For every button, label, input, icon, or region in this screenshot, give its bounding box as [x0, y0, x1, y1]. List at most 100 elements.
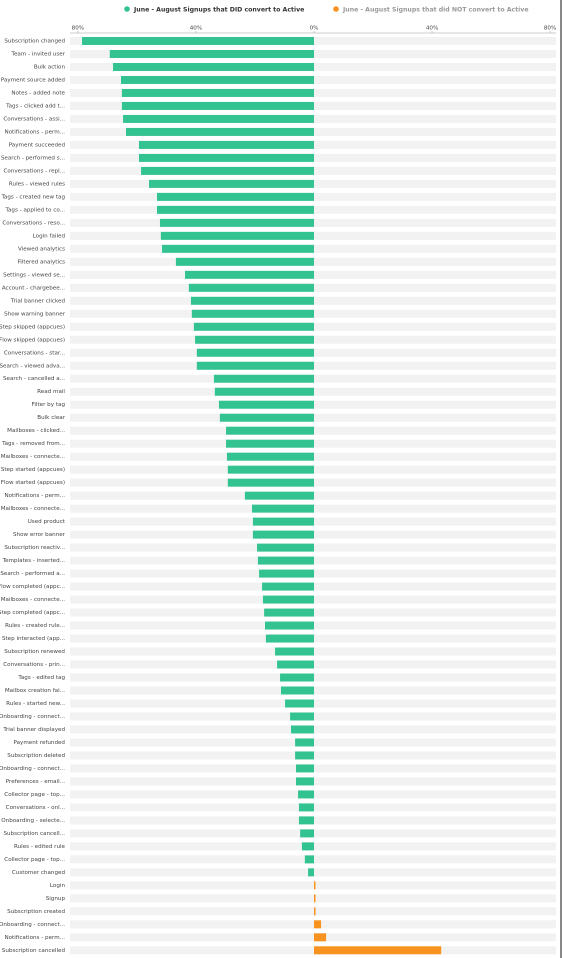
bar [295, 777, 314, 786]
y-tick-label: Rules - started new... [6, 701, 65, 707]
y-tick-label: Conversations - repl... [3, 168, 65, 174]
bar [138, 153, 314, 162]
y-tick-label: Step interacted (app... [2, 636, 65, 642]
row-background [70, 933, 556, 942]
bar [227, 465, 314, 474]
bar [298, 816, 314, 825]
y-tick-label: Payment source added [1, 77, 66, 83]
bar [121, 101, 314, 110]
bar [290, 712, 314, 721]
bar [259, 569, 314, 578]
bar [290, 725, 314, 734]
y-tick-label: Tags - created new tag [0, 194, 65, 200]
y-tick-label: Rules - created rule... [5, 623, 65, 629]
y-tick-label: Subscription cancelled [2, 948, 66, 954]
bar [156, 205, 314, 214]
y-tick-label: Trial banner clicked [10, 298, 66, 304]
legend-label[interactable]: June - August Signups that DID convert t… [133, 7, 304, 14]
bar [82, 37, 314, 45]
x-tick-label: 40% [190, 26, 202, 32]
bar [162, 244, 314, 253]
y-tick-label: Onboarding - selecte... [1, 818, 65, 824]
y-tick-label: Collector page - top... [4, 857, 65, 863]
bar [160, 231, 314, 240]
bar [109, 49, 315, 58]
bar [123, 114, 315, 123]
bar [190, 296, 314, 305]
bar [295, 764, 314, 773]
bar [191, 309, 314, 318]
bar [227, 478, 314, 487]
y-tick-label: Subscription reactiv... [4, 545, 65, 551]
bar [138, 140, 314, 149]
y-tick-label: Collector page - top... [4, 792, 65, 798]
y-tick-label: Onboarding - connect... [0, 922, 65, 928]
y-tick-label: Settings - viewed se... [3, 272, 65, 278]
bar [219, 413, 314, 422]
y-tick-label: Onboarding - connect... [0, 766, 65, 772]
y-tick-label: Subscription created [7, 909, 65, 915]
y-tick-label: Tags - clicked add t... [5, 103, 65, 109]
y-tick-label: Mailboxes - connecte... [1, 597, 66, 603]
bar [196, 361, 314, 370]
bar [196, 348, 314, 357]
bar [314, 946, 442, 955]
x-tick-label: 80% [72, 26, 84, 32]
y-tick-label: Filtered analytics [17, 259, 65, 265]
y-tick-label: Mailboxes - connecte... [1, 506, 66, 512]
bar [252, 530, 314, 539]
y-tick-label: Search - performed s... [1, 155, 65, 161]
bar [262, 595, 314, 604]
y-tick-label: Flow skipped (appcues) [0, 337, 65, 343]
legend-swatch[interactable] [333, 6, 339, 12]
bar [226, 439, 314, 448]
bar [314, 881, 316, 890]
y-tick-label: Account - chargebee... [2, 285, 65, 291]
y-tick-label: Onboarding - connect... [0, 714, 65, 720]
legend-label[interactable]: June - August Signups that did NOT conve… [342, 7, 529, 14]
bar [314, 894, 316, 903]
y-tick-label: Used product [28, 519, 66, 525]
y-tick-label: Viewed analytics [18, 246, 65, 252]
y-tick-label: Step started (appcues) [1, 467, 65, 473]
y-tick-label: Mailboxes - connecte... [1, 454, 66, 460]
bar [301, 842, 314, 851]
row-background [70, 907, 556, 916]
y-tick-label: Mailbox creation fai... [5, 688, 65, 694]
legend-swatch[interactable] [124, 6, 130, 12]
x-tick-label: 80% [544, 26, 556, 32]
bar [188, 283, 314, 292]
y-tick-label: Rules - viewed rules [9, 181, 65, 187]
y-tick-label: Subscription cancell... [3, 831, 65, 837]
y-tick-label: Team - invited user [11, 51, 66, 57]
bar [113, 62, 315, 71]
bar [264, 608, 314, 617]
y-tick-label: Show warning banner [4, 311, 66, 317]
bar [214, 387, 314, 396]
bar [265, 621, 314, 630]
bar [308, 868, 314, 877]
row-background [70, 920, 556, 929]
y-tick-label: Conversations - reso... [2, 220, 65, 226]
y-tick-label: Conversations - prin... [3, 662, 65, 668]
bar [257, 556, 314, 565]
y-tick-label: Login failed [33, 233, 66, 239]
bar [300, 829, 314, 838]
bar [262, 582, 314, 591]
y-tick-label: Notifications - perm... [4, 129, 65, 135]
y-tick-label: Trial banner displayed [2, 727, 65, 733]
bar [314, 933, 327, 942]
y-tick-label: Rules - edited rule [14, 844, 66, 850]
y-tick-label: Step completed (appc... [0, 610, 65, 616]
y-tick-label: Subscription deleted [7, 753, 65, 759]
y-tick-label: Signup [46, 896, 66, 902]
bar [275, 647, 314, 656]
y-tick-label: Subscription renewed [4, 649, 65, 655]
bar [185, 270, 314, 279]
y-tick-label: Payment succeeded [9, 142, 66, 148]
y-tick-label: Flow completed (appc... [0, 584, 65, 590]
row-background [70, 894, 556, 903]
y-tick-label: Step skipped (appcues) [0, 324, 65, 330]
x-tick-label: 40% [426, 26, 438, 32]
bar [280, 686, 314, 695]
